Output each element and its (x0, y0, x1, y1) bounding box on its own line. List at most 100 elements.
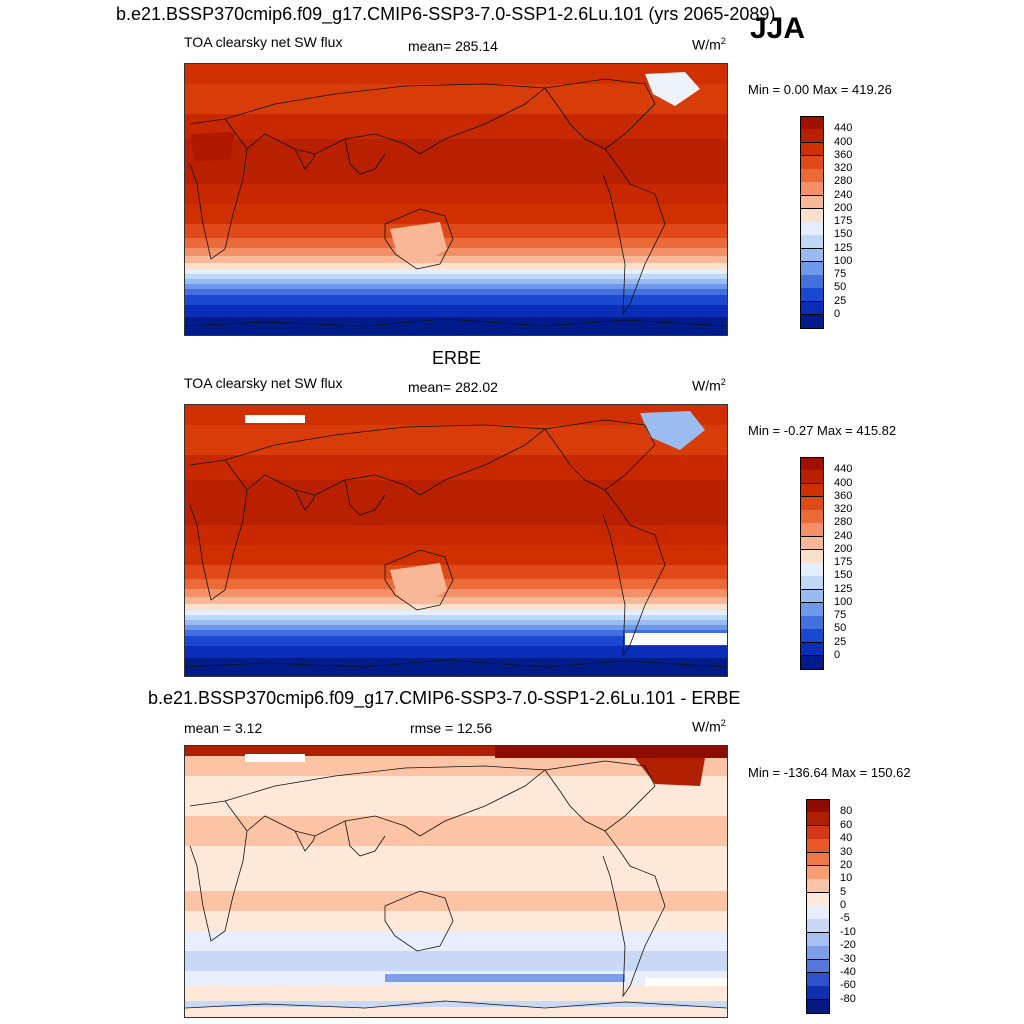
colorbar-tick-label: 10 (840, 872, 853, 885)
coastline (344, 479, 386, 516)
positive-anomaly (495, 746, 727, 758)
coastline (384, 549, 454, 611)
field-band (185, 295, 727, 306)
colorbar-tick-label: 440 (834, 122, 853, 135)
coastline (602, 148, 666, 316)
panel1-colorbar: 440 400 360 320 280 240 200 175 150 125 100 75 50 25 0 (800, 116, 880, 329)
field-band (185, 610, 727, 616)
field-band (185, 284, 727, 290)
field-band (185, 305, 727, 318)
field-band (185, 565, 727, 580)
field-band (185, 64, 727, 85)
coastline (294, 148, 316, 170)
colorbar-box (800, 523, 824, 537)
panel3-mean: mean = 3.12 (184, 720, 263, 736)
colorbar-tick-label: 280 (834, 175, 853, 188)
missing-data (245, 415, 305, 423)
colorbar-tick-label: -20 (840, 939, 856, 952)
colorbar-box (806, 825, 830, 840)
colorbar-box (806, 959, 830, 974)
colorbar-tick-label: -10 (840, 925, 856, 938)
colorbar-box (800, 169, 824, 183)
colorbar-box (800, 616, 824, 630)
colorbar-tick-label: -60 (840, 979, 856, 992)
panel2-units: W/m2 (692, 377, 726, 394)
colorbar-box (806, 906, 830, 920)
field-band (185, 425, 727, 456)
panel2-colorbar: 440 400 360 320 280 240 200 175 150 125 100 75 50 25 0 (800, 457, 880, 670)
colorbar-tick-label: 125 (834, 241, 853, 254)
field-band (185, 279, 727, 285)
panel2-minmax: Min = -0.27 Max = 415.82 (748, 423, 897, 438)
colorbar-box (806, 799, 830, 813)
field-band (185, 579, 727, 590)
field-band (185, 1001, 727, 1008)
field-band (185, 604, 727, 611)
colorbar-tick-label: 320 (834, 503, 853, 515)
colorbar-tick-label: 200 (834, 201, 853, 214)
colorbar-box (800, 629, 824, 643)
panel1-mean: mean= 285.14 (408, 38, 498, 54)
panel1-units: W/m2 (692, 36, 726, 53)
colorbar-tick-label: 400 (834, 476, 853, 489)
negative-anomaly (385, 974, 625, 982)
field-band (185, 84, 727, 115)
positive-anomaly (635, 758, 705, 786)
colorbar-box (800, 496, 824, 511)
field-band (185, 455, 727, 481)
colorbar-tick-label: 400 (834, 135, 853, 148)
coastline (344, 820, 386, 857)
coastline (384, 208, 454, 270)
colorbar-tick-label: -5 (840, 912, 850, 925)
colorbar-tick-label: 50 (834, 281, 847, 294)
field-band (185, 620, 727, 626)
coastline (344, 138, 386, 175)
colorbar-tick-label: 60 (840, 818, 853, 831)
greenland-region (645, 72, 700, 106)
field-band (185, 911, 727, 932)
colorbar-tick-label: 360 (834, 489, 853, 502)
australia-region (390, 563, 447, 605)
field-band (185, 597, 727, 605)
field-band (185, 238, 727, 249)
colorbar-tick-label: -30 (840, 952, 856, 965)
colorbar-tick-label: 320 (834, 162, 853, 174)
coastline (602, 489, 666, 657)
colorbar-tick-label: 40 (840, 832, 853, 845)
coastline (185, 1000, 727, 1009)
colorbar-box (800, 195, 824, 210)
colorbar-box (800, 248, 824, 263)
field-band (185, 891, 727, 912)
colorbar-tick-label: 150 (834, 569, 853, 582)
field-band (185, 263, 727, 270)
panel2-mean: mean= 282.02 (408, 379, 498, 395)
colorbar-box (800, 275, 824, 289)
colorbar-box (800, 642, 824, 657)
colorbar-box (800, 483, 824, 498)
colorbar-box (800, 261, 824, 276)
field-band (185, 204, 727, 225)
coastline (602, 830, 666, 998)
colorbar-tick-label: 25 (834, 635, 847, 648)
field-band (185, 405, 727, 426)
field-band (185, 658, 727, 676)
field-band (185, 248, 727, 257)
missing-data (625, 633, 727, 645)
colorbar-box (800, 655, 824, 670)
field-band (185, 746, 727, 757)
colorbar-box (800, 536, 824, 551)
season-label: JJA (750, 12, 806, 45)
colorbar-tick-label: 440 (834, 463, 853, 476)
field-band (185, 931, 727, 952)
colorbar-box (800, 589, 824, 604)
colorbar-tick-label: 240 (834, 529, 853, 542)
greenland-region (640, 411, 705, 450)
field-band (185, 816, 727, 847)
field-band (185, 274, 727, 280)
field-band (185, 525, 727, 546)
panel3-units: W/m2 (692, 718, 726, 735)
field-band (185, 139, 727, 185)
colorbar-tick-label: 100 (834, 254, 853, 267)
colorbar-tick-label: -40 (840, 965, 856, 978)
field-band (185, 951, 727, 972)
